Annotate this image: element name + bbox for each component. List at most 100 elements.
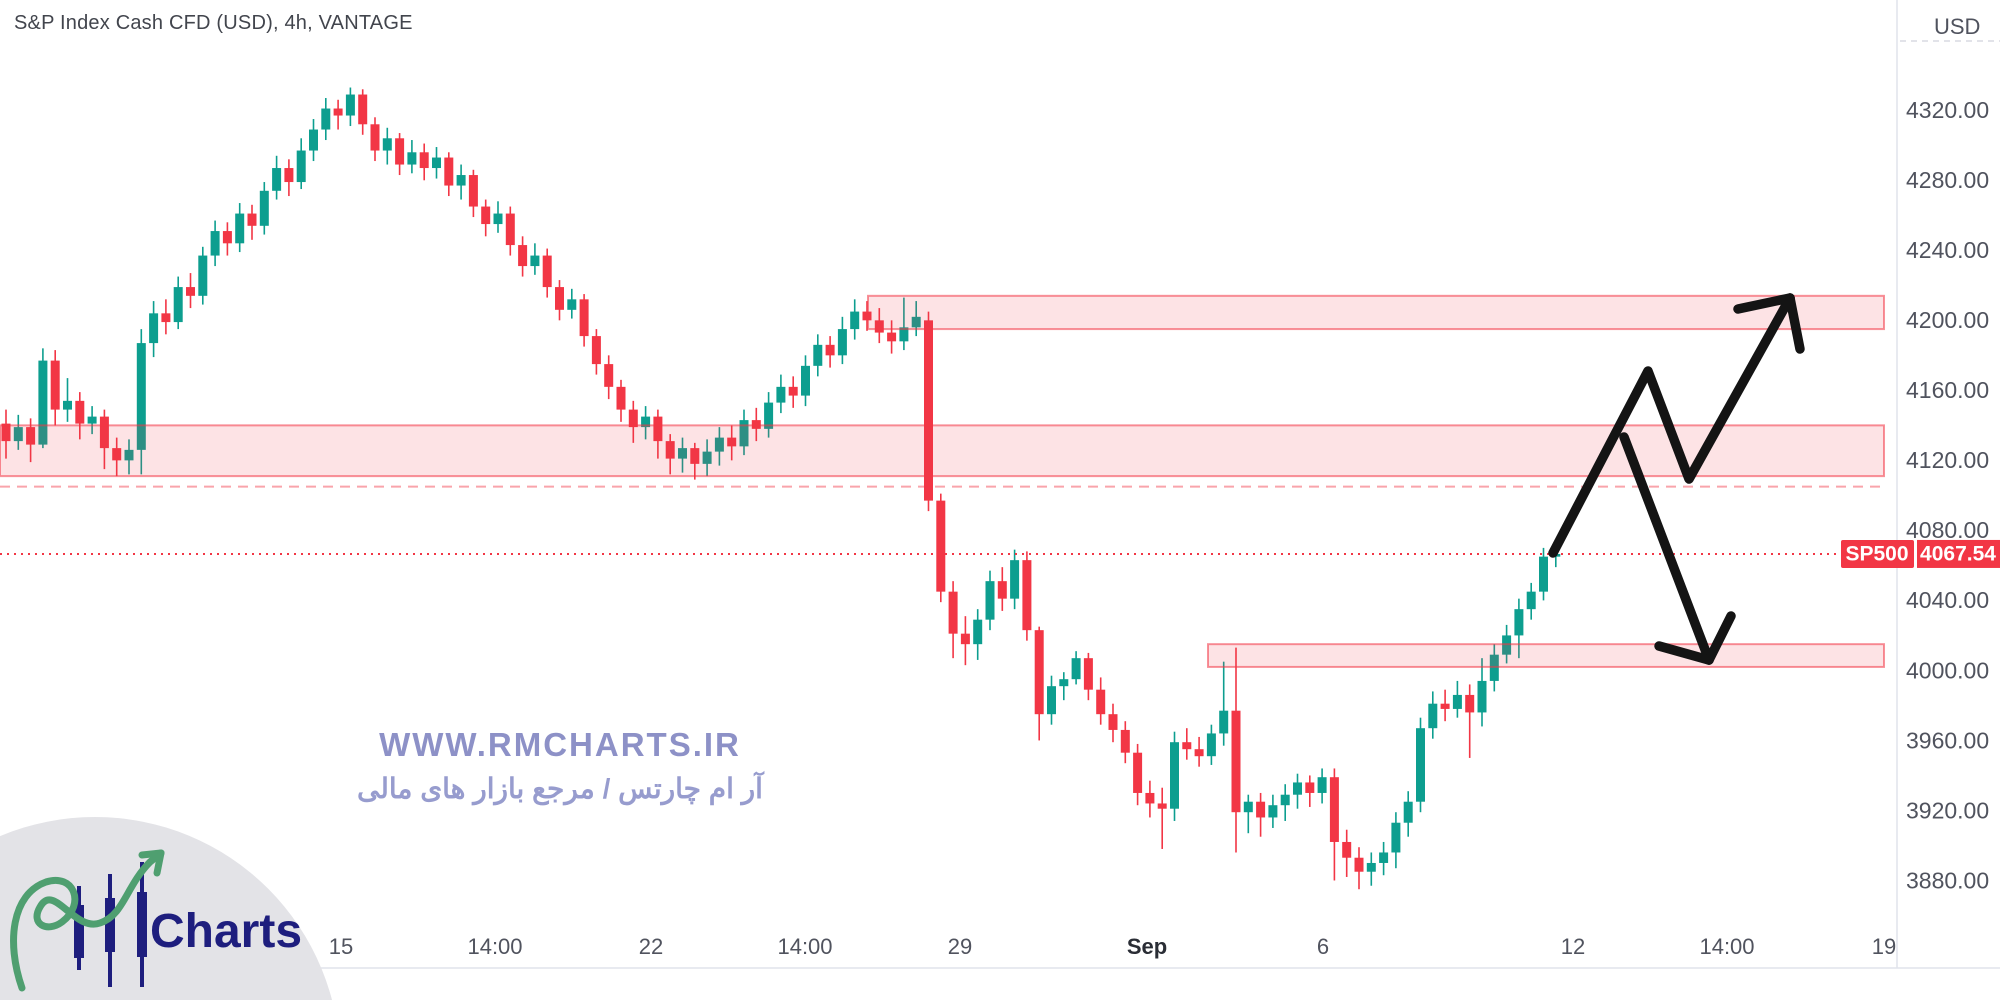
candle (616, 379, 626, 422)
candle (690, 442, 700, 480)
bearish-branch-arrow[interactable] (1619, 432, 1714, 665)
candle (419, 143, 429, 181)
candle-body (776, 386, 786, 403)
bullish-zigzag-arrow[interactable] (1548, 293, 1795, 558)
candle (813, 334, 823, 377)
candle-body (63, 400, 72, 410)
supply-zone-upper[interactable] (867, 294, 1885, 331)
candle (198, 246, 208, 305)
bullish-arrowhead[interactable] (1733, 293, 1795, 314)
candle-body (505, 213, 515, 246)
candle-body (542, 255, 552, 288)
price-tick-label: 4280.00 (1906, 167, 1989, 193)
candle (887, 320, 897, 354)
candle (432, 147, 441, 179)
candle (985, 570, 995, 631)
candle-body (665, 441, 675, 459)
candle (1342, 829, 1352, 877)
candle (345, 87, 355, 127)
candle-body (1182, 742, 1192, 750)
candle-body (887, 332, 897, 342)
supply-zone-middle[interactable] (0, 424, 1885, 478)
candle-body (1416, 728, 1425, 802)
chart-pane[interactable] (0, 0, 1897, 968)
candle-body (1514, 609, 1524, 636)
candle (493, 201, 503, 233)
candle-body (1096, 689, 1106, 715)
price-tick-label: 3960.00 (1906, 727, 1989, 753)
logo-candlestick-bodies (74, 892, 147, 958)
candle-body (801, 365, 810, 396)
candle (801, 355, 810, 407)
price-tick-label: 4120.00 (1906, 447, 1989, 473)
drawn-projection-arrows[interactable] (1548, 293, 1805, 665)
candle (1268, 794, 1278, 828)
candle-body (87, 416, 97, 424)
candle-body (222, 231, 232, 244)
candle-body (124, 449, 134, 461)
candle-body (198, 255, 208, 296)
candle-body (1256, 801, 1266, 818)
candle (604, 355, 614, 400)
candle (186, 273, 195, 309)
candle (210, 220, 220, 267)
candle-body (247, 213, 257, 226)
candle-body (1428, 703, 1438, 729)
price-tick-label: 4080.00 (1906, 517, 1989, 543)
candle-body (407, 152, 417, 165)
candle (1452, 680, 1462, 718)
candle (739, 409, 749, 456)
time-tick-label: 29 (948, 934, 972, 959)
candle-body (567, 299, 577, 310)
demand-zone-lower[interactable] (1207, 643, 1885, 668)
time-axis[interactable]: 15 14:00 22 14:00 29 Sep 6 12 14:00 19 (329, 934, 1896, 959)
candle-body (1047, 686, 1056, 715)
candle (665, 434, 675, 475)
candle-body (186, 287, 195, 296)
candle-body (309, 129, 318, 151)
price-badge-value: 4067.54 (1920, 542, 1996, 565)
candle-body (788, 386, 798, 396)
candle (579, 294, 589, 347)
bearish-arrowhead[interactable] (1704, 611, 1736, 665)
rmcharts-logo: Charts (0, 817, 332, 1000)
price-tick-label: 4160.00 (1906, 377, 1989, 403)
candle (222, 222, 232, 256)
candle (1206, 724, 1216, 765)
time-tick-label: 19 (1872, 934, 1896, 959)
candle (136, 329, 146, 475)
candle (382, 127, 392, 165)
candle (1047, 675, 1056, 725)
logo-brand-text: Charts (150, 905, 302, 958)
candle (99, 409, 109, 470)
candle (764, 392, 774, 438)
bearish-arrowhead[interactable] (1654, 641, 1714, 665)
candle (124, 439, 134, 475)
candle-body (653, 416, 663, 442)
candle (112, 437, 122, 477)
price-tick-label: 3920.00 (1906, 797, 1989, 823)
candle-body (874, 320, 884, 333)
candle (370, 117, 380, 162)
candle (481, 199, 491, 237)
candle-body (985, 581, 995, 620)
candle (788, 376, 798, 408)
symbol-title[interactable]: S&P Index Cash CFD (USD), 4h, VANTAGE (14, 12, 413, 34)
candle (518, 236, 528, 277)
candle-body (837, 329, 847, 356)
candle-body (284, 168, 294, 183)
candle-body (739, 420, 749, 447)
price-axis[interactable]: USD 4320.00 4280.00 4240.00 4200.00 4160.00 41… (1906, 14, 1989, 893)
candle (1022, 551, 1032, 641)
candle-body (1293, 782, 1302, 795)
time-tick-label: 12 (1561, 934, 1585, 959)
bullish-arrowhead[interactable] (1785, 293, 1805, 354)
candle-body (813, 344, 823, 366)
candle (1477, 658, 1487, 727)
candle-body (764, 402, 774, 429)
candle (714, 427, 724, 466)
price-tick-label: 4000.00 (1906, 657, 1989, 683)
candle (13, 414, 23, 450)
candle (936, 493, 946, 603)
